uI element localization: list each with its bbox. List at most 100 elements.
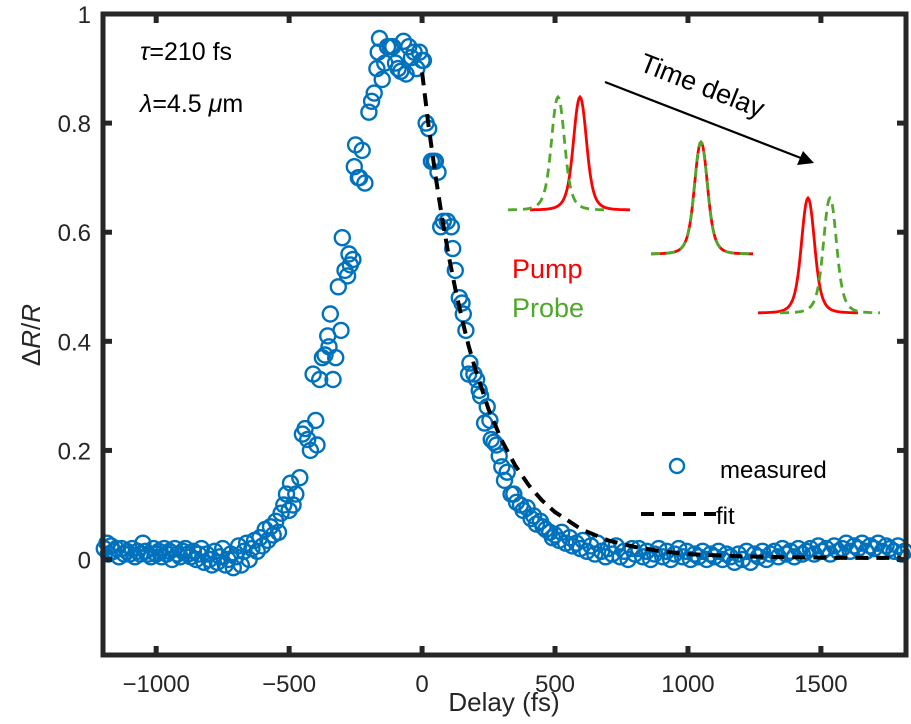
data-point-measured	[333, 228, 351, 247]
probe-pulse-overlap	[651, 139, 753, 256]
y-tick-label: 1	[78, 2, 91, 29]
data-point-measured	[104, 542, 123, 560]
data-point-measured	[353, 141, 371, 160]
lambda-unit-mu: μ	[208, 90, 223, 118]
data-point-measured	[134, 534, 152, 552]
y-tick-label: 0.4	[58, 329, 91, 356]
y-tick-label: 0.6	[58, 220, 91, 247]
x-tick-label: 1500	[794, 671, 847, 698]
data-point-measured	[360, 103, 378, 121]
data-point-measured	[365, 84, 383, 102]
pump-pulse-probe-after-pump	[758, 195, 858, 315]
data-point-measured	[163, 550, 181, 569]
y-tick-label: 0.2	[58, 438, 91, 465]
x-axis: −1000 −500 0 500 1000 1500	[122, 14, 848, 698]
pulse-diagrams	[508, 94, 880, 315]
legend-measured-label: measured	[720, 457, 827, 484]
data-point-measured	[394, 32, 413, 50]
legend: measured fit	[641, 457, 827, 530]
measured-series	[95, 29, 911, 577]
y-axis-title-group: ΔR/R	[16, 304, 46, 366]
data-point-measured	[311, 370, 329, 389]
data-point-measured	[296, 419, 314, 438]
data-point-measured	[495, 471, 514, 490]
lambda-symbol: λ	[138, 90, 152, 118]
data-point-measured	[329, 278, 347, 296]
y-axis-title: ΔR/R	[16, 304, 46, 366]
data-point-measured	[373, 70, 391, 89]
data-point-measured	[224, 559, 243, 577]
data-point-measured	[332, 321, 350, 340]
data-point-measured	[397, 65, 415, 83]
data-point-measured	[482, 430, 500, 449]
data-point-measured	[205, 542, 224, 560]
data-point-measured	[490, 447, 508, 465]
fit-series	[420, 72, 901, 560]
data-point-measured	[299, 430, 317, 449]
lambda-unit-m: m	[222, 90, 243, 118]
data-point-measured	[670, 539, 688, 558]
probe-label: Probe	[512, 293, 584, 323]
data-point-measured	[350, 168, 369, 187]
legend-measured-marker-icon	[668, 457, 686, 475]
lambda-value: =4.5	[152, 90, 208, 118]
annotation-tau: τ=210 fs	[140, 38, 232, 66]
data-point-measured	[498, 463, 516, 481]
data-point-measured	[400, 38, 418, 56]
y-tick-label: 0	[78, 548, 91, 575]
y-tick-label: 0.8	[58, 111, 91, 138]
data-point-measured	[753, 542, 772, 560]
data-point-measured	[307, 411, 325, 430]
x-tick-label: −500	[262, 671, 316, 698]
data-point-measured	[327, 349, 345, 367]
axes-frame	[100, 11, 909, 658]
probe-pulse-probe-after-pump	[780, 195, 880, 315]
data-point-measured	[522, 509, 540, 528]
probe-pulse-probe-before-pump	[508, 94, 608, 212]
fit-line	[420, 72, 901, 560]
data-point-measured	[426, 152, 445, 171]
data-point-measured	[281, 474, 300, 492]
y-axis-title-r1: R	[16, 330, 46, 349]
data-point-measured	[136, 542, 155, 560]
data-point-measured	[446, 261, 464, 280]
x-tick-label: 500	[535, 671, 575, 698]
data-point-measured	[253, 537, 272, 555]
time-delay-arrowhead-icon	[797, 151, 814, 165]
x-tick-label: 0	[415, 671, 428, 698]
data-point-measured	[414, 51, 433, 70]
legend-fit-label: fit	[716, 503, 735, 530]
data-point-measured	[344, 250, 362, 269]
data-point-measured	[324, 370, 342, 389]
data-point-measured	[457, 321, 475, 340]
data-point-measured	[461, 354, 479, 372]
data-point-measured	[316, 346, 334, 364]
axes-box	[100, 11, 909, 658]
data-point-measured	[338, 267, 357, 285]
data-point-measured	[272, 504, 290, 522]
data-point-measured	[308, 436, 326, 454]
data-point-measured	[321, 305, 339, 323]
data-point-measured	[284, 496, 302, 514]
y-axis-title-slash: /	[16, 322, 46, 330]
data-point-measured	[362, 92, 381, 111]
y-axis-title-delta: Δ	[16, 349, 46, 366]
data-point-measured	[287, 485, 305, 503]
data-point-measured	[356, 174, 374, 192]
time-delay-arrow	[604, 80, 807, 162]
x-tick-label: −1000	[122, 671, 189, 698]
x-axis-title: Delay (fs)	[448, 687, 559, 717]
data-point-measured	[444, 239, 462, 258]
tau-symbol: τ	[140, 38, 151, 66]
tau-value: =210 fs	[149, 38, 232, 66]
pump-pulse-probe-before-pump	[530, 94, 630, 212]
y-axis: 0 0.2 0.4 0.6 0.8 1	[58, 2, 906, 575]
annotation-lambda: λ=4.5 μm	[138, 90, 243, 118]
data-point-measured	[603, 545, 621, 563]
pump-label: Pump	[512, 254, 583, 284]
y-axis-title-r2: R	[16, 304, 46, 323]
data-point-measured	[563, 537, 581, 555]
data-point-measured	[410, 43, 429, 61]
data-point-measured	[291, 469, 309, 487]
